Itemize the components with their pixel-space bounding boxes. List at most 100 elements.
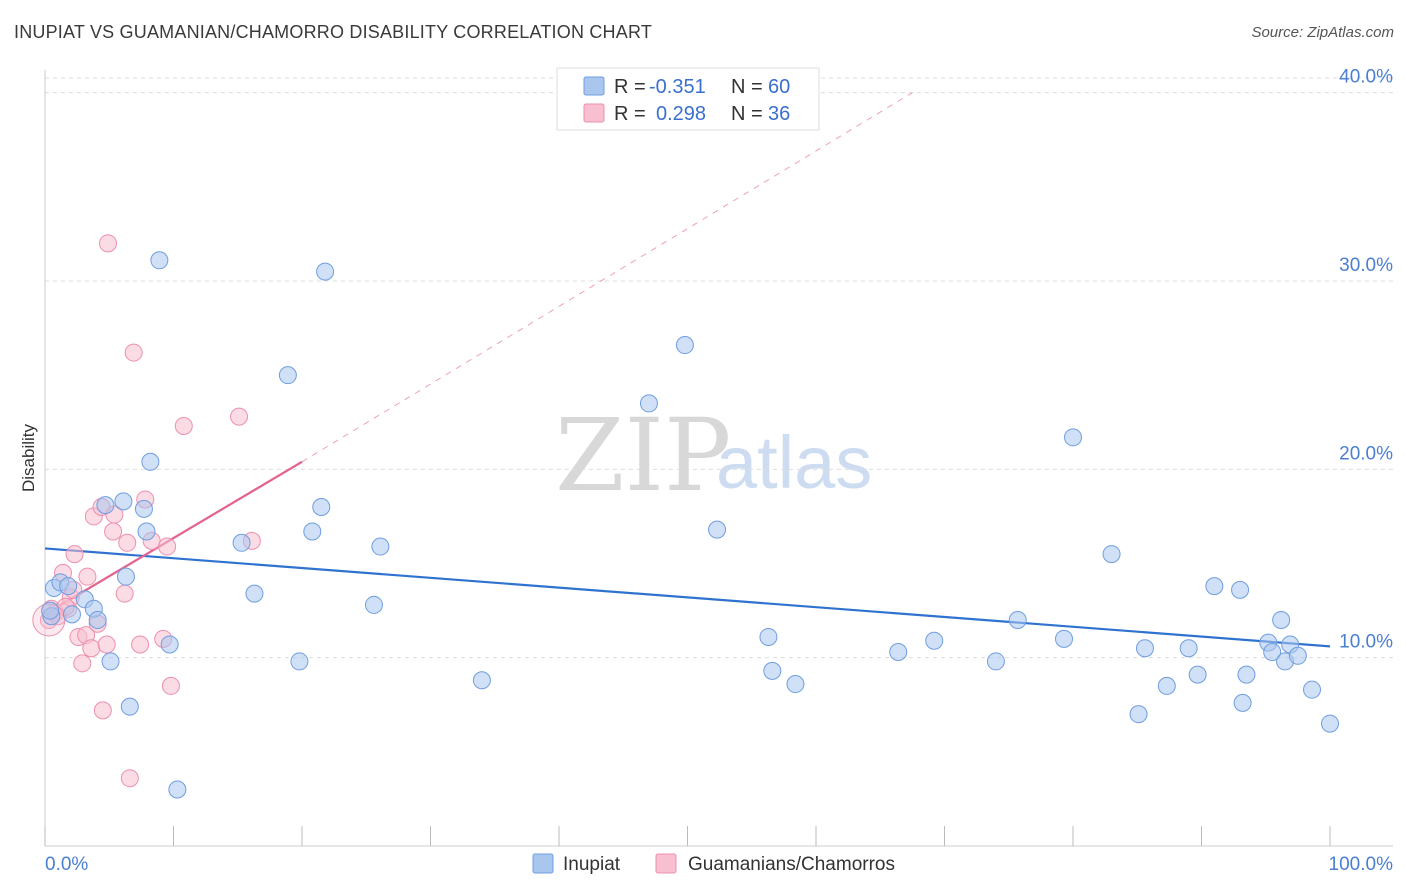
point-inupiat-18 — [168, 780, 187, 799]
point-inupiat-36 — [925, 631, 944, 650]
point-guamanians-29 — [161, 676, 180, 695]
bottom-legend-swatch-guamanians — [655, 853, 677, 874]
point-inupiat-26 — [364, 595, 383, 614]
watermark-zip: ZIP — [555, 397, 731, 514]
point-guamanians-8 — [73, 654, 92, 673]
y-axis-label: Disability — [19, 423, 38, 492]
point-inupiat-3 — [59, 577, 78, 596]
point-inupiat-58 — [1321, 714, 1339, 733]
point-inupiat-52 — [1263, 643, 1282, 662]
legend-r-value-1: -0.351 — [649, 76, 706, 98]
point-inupiat-34 — [786, 675, 805, 694]
point-inupiat-35 — [889, 643, 908, 662]
point-inupiat-7 — [88, 611, 107, 629]
point-inupiat-44 — [1157, 676, 1176, 695]
series-legend: Inupiat Guamanians/Chamorros — [532, 853, 895, 875]
legend-n-label-1: N = — [731, 76, 763, 98]
point-inupiat-42 — [1129, 705, 1148, 724]
x-axis-ticks — [44, 826, 1331, 846]
legend-n-value-1: 60 — [768, 76, 790, 98]
point-guamanians-17 — [104, 522, 123, 541]
point-inupiat-22 — [290, 652, 309, 671]
bottom-legend-label-guamanians: Guamanians/Chamorros — [688, 854, 895, 875]
point-inupiat-32 — [759, 627, 778, 646]
point-inupiat-56 — [1288, 646, 1307, 665]
point-inupiat-9 — [96, 496, 115, 515]
x-tick-label-max: 100.0% — [1329, 854, 1394, 875]
point-guamanians-23 — [124, 343, 143, 362]
point-inupiat-31 — [708, 520, 727, 539]
y-tick-label-20: 20.0% — [1339, 443, 1393, 464]
point-inupiat-50 — [1237, 665, 1256, 684]
point-inupiat-53 — [1272, 611, 1291, 629]
point-inupiat-41 — [1102, 545, 1121, 564]
point-inupiat-24 — [312, 498, 331, 516]
series-inupiat-points — [41, 251, 1339, 799]
axes — [44, 70, 1393, 847]
bottom-legend-swatch-inupiat — [532, 853, 554, 874]
point-guamanians-21 — [118, 533, 137, 552]
point-guamanians-24 — [131, 635, 150, 654]
trend-lines — [44, 92, 1331, 648]
point-inupiat-29 — [639, 394, 658, 413]
point-inupiat-11 — [116, 567, 135, 586]
point-inupiat-23 — [303, 522, 322, 541]
point-inupiat-16 — [150, 251, 169, 270]
point-inupiat-12 — [120, 697, 139, 716]
point-inupiat-15 — [141, 452, 160, 471]
point-inupiat-4 — [62, 605, 81, 624]
legend-n-value-2: 36 — [768, 103, 790, 125]
legend-r-label-2: R = — [614, 103, 646, 125]
point-inupiat-17 — [160, 635, 179, 654]
point-guamanians-6 — [65, 545, 84, 564]
point-inupiat-45 — [1179, 639, 1198, 658]
stats-legend: R = -0.351 N = 60 R = 0.298 N = 36 — [556, 67, 820, 131]
point-inupiat-8 — [101, 652, 120, 671]
y-axis-tick-labels: 10.0% 20.0% 30.0% 40.0% — [1339, 67, 1393, 653]
point-inupiat-46 — [1188, 665, 1207, 684]
legend-r-label-1: R = — [614, 76, 646, 98]
point-inupiat-38 — [1008, 611, 1027, 629]
point-inupiat-37 — [986, 652, 1005, 671]
point-guamanians-31 — [230, 407, 249, 426]
point-guamanians-15 — [93, 701, 112, 720]
point-inupiat-30 — [675, 336, 694, 355]
point-inupiat-20 — [245, 584, 264, 603]
watermark: ZIP atlas — [555, 397, 872, 514]
legend-n-label-2: N = — [731, 103, 763, 125]
point-guamanians-28 — [158, 537, 177, 556]
point-inupiat-14 — [137, 522, 156, 541]
bottom-legend-label-inupiat: Inupiat — [563, 854, 621, 875]
chart-title: INUPIAT VS GUAMANIAN/CHAMORRO DISABILITY… — [14, 22, 653, 42]
point-guamanians-19 — [98, 234, 117, 253]
point-guamanians-10 — [78, 567, 97, 586]
point-inupiat-25 — [316, 262, 335, 281]
watermark-atlas: atlas — [716, 421, 872, 504]
point-inupiat-10 — [114, 492, 133, 511]
point-inupiat-13 — [134, 499, 153, 518]
point-inupiat-49 — [1233, 693, 1252, 712]
source-label: Source: ZipAtlas.com — [1251, 24, 1394, 41]
point-guamanians-20 — [115, 584, 134, 603]
point-inupiat-28 — [472, 671, 491, 690]
point-inupiat-21 — [278, 366, 297, 385]
point-inupiat-40 — [1064, 428, 1082, 447]
legend-swatch-inupiat — [583, 76, 605, 96]
point-inupiat-19 — [232, 533, 251, 552]
point-guamanians-11 — [82, 639, 101, 658]
point-inupiat-59 — [41, 601, 60, 620]
point-inupiat-48 — [1231, 580, 1250, 599]
y-tick-label-30: 30.0% — [1339, 255, 1393, 276]
y-tick-label-40: 40.0% — [1339, 67, 1393, 88]
x-tick-label-min: 0.0% — [45, 854, 88, 875]
point-inupiat-27 — [371, 537, 390, 556]
gridlines — [45, 77, 1393, 659]
point-guamanians-22 — [120, 769, 139, 788]
point-guamanians-16 — [97, 635, 116, 654]
point-inupiat-43 — [1135, 639, 1154, 658]
point-guamanians-30 — [174, 417, 193, 436]
trend-line-guamanians — [44, 460, 303, 616]
point-inupiat-47 — [1205, 577, 1224, 596]
legend-r-value-2: 0.298 — [656, 103, 706, 125]
